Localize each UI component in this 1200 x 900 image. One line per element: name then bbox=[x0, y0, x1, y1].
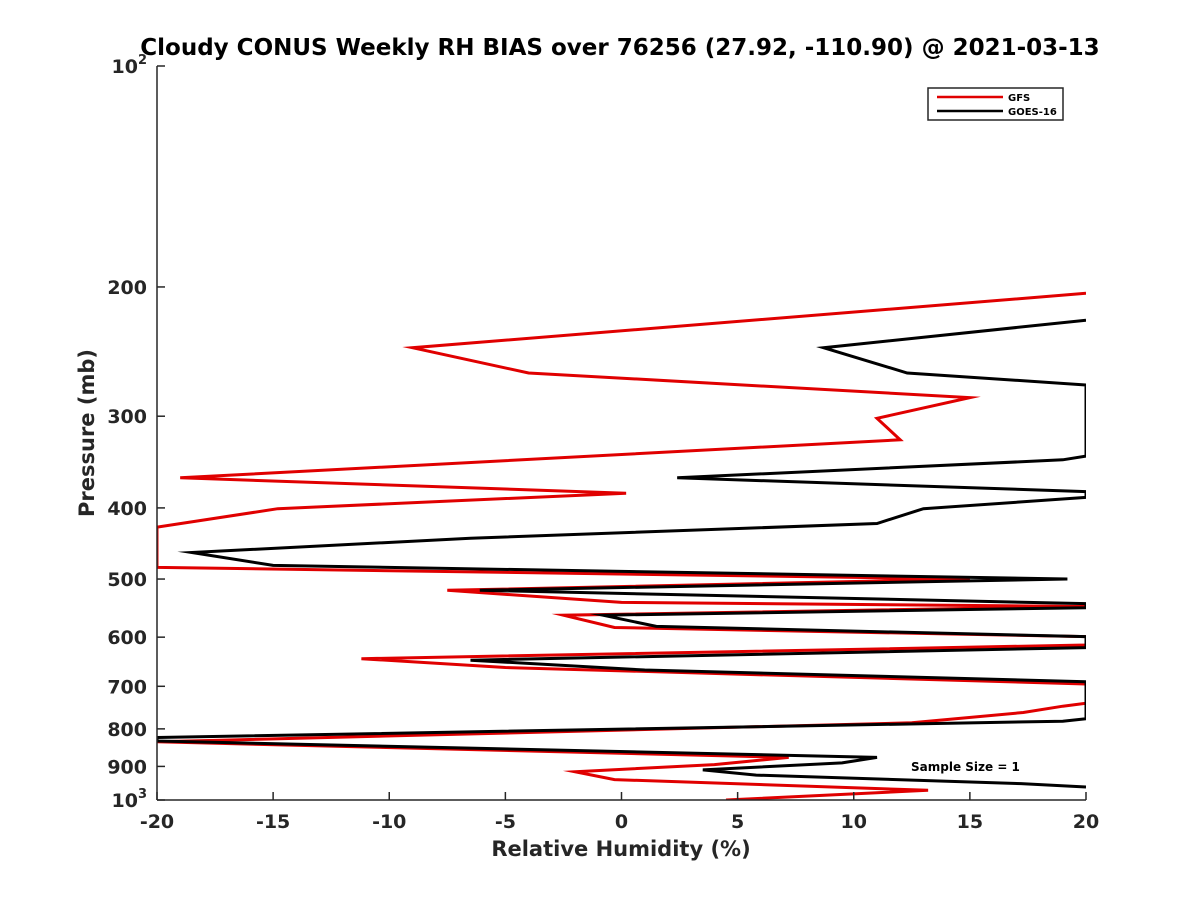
x-axis-ticks: -20 -15 -10 -5 0 5 10 15 20 bbox=[140, 792, 1099, 833]
y-tick-label: 102 bbox=[112, 53, 148, 78]
y-tick-label: 800 bbox=[107, 719, 147, 741]
y-tick-label: 103 bbox=[112, 787, 148, 812]
legend: GFS GOES-16 bbox=[927, 87, 1064, 121]
series-line-goes16 bbox=[157, 318, 1086, 789]
x-axis-label: Relative Humidity (%) bbox=[491, 837, 750, 861]
x-tick-label: 0 bbox=[615, 811, 628, 833]
legend-label-goes16: GOES-16 bbox=[1008, 107, 1057, 118]
x-tick-label: 20 bbox=[1073, 811, 1099, 833]
x-tick-label: 5 bbox=[731, 811, 744, 833]
y-tick-label: 200 bbox=[107, 277, 147, 299]
y-tick-label: 700 bbox=[107, 676, 147, 698]
chart-title: Cloudy CONUS Weekly RH BIAS over 76256 (… bbox=[140, 35, 1099, 61]
x-tick-label: 15 bbox=[957, 811, 983, 833]
y-tick-label: 500 bbox=[107, 569, 147, 591]
plot-area bbox=[157, 291, 1086, 800]
sample-size-annotation: Sample Size = 1 bbox=[911, 760, 1020, 774]
legend-label-gfs: GFS bbox=[1008, 93, 1030, 104]
y-tick-label: 600 bbox=[107, 627, 147, 649]
x-tick-label: 10 bbox=[841, 811, 867, 833]
y-tick-label: 400 bbox=[107, 498, 147, 520]
legend-box bbox=[927, 87, 1064, 121]
x-tick-label: -20 bbox=[140, 811, 174, 833]
y-axis-ticks: 102 200 300 400 500 600 700 800 900 103 bbox=[107, 53, 165, 812]
series-line-gfs bbox=[157, 291, 1086, 800]
y-tick-label: 900 bbox=[107, 756, 147, 778]
x-tick-label: -10 bbox=[372, 811, 406, 833]
x-tick-label: -5 bbox=[495, 811, 516, 833]
y-tick-label: 300 bbox=[107, 406, 147, 428]
x-tick-label: -15 bbox=[256, 811, 290, 833]
y-axis-label: Pressure (mb) bbox=[75, 349, 99, 517]
